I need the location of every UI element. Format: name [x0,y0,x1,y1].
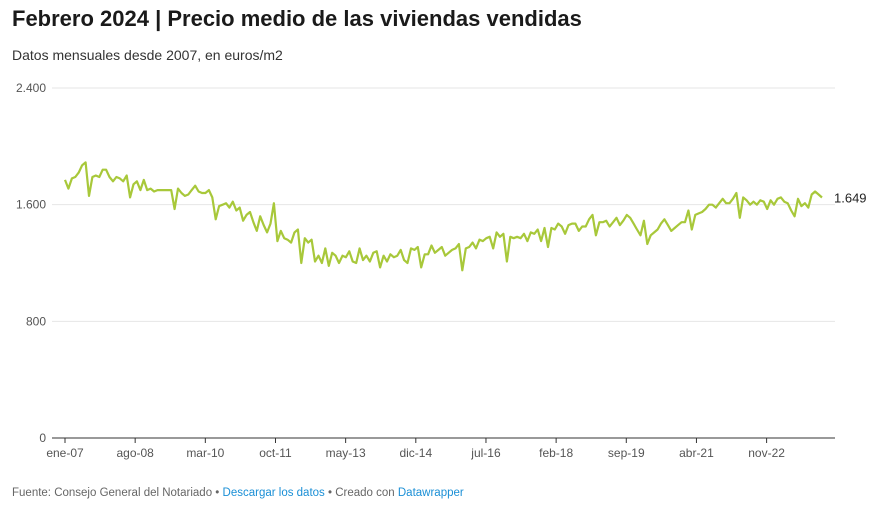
x-tick-label: ago-08 [116,446,154,460]
footer-separator-2: • [324,487,336,499]
download-data-link[interactable]: Descargar los datos [222,487,325,499]
series-line-precio-medio [63,161,823,272]
x-tick-label: nov-22 [748,446,785,460]
datawrapper-link[interactable]: Datawrapper [397,487,464,499]
x-tick-label: jul-16 [470,446,501,460]
footer-source: Fuente: Consejo General del Notariado [12,487,213,499]
x-tick-label: may-13 [326,446,366,460]
y-tick-label: 0 [39,431,46,445]
last-value-label: 1.649 [834,191,867,206]
x-tick-label: abr-21 [679,446,714,460]
x-tick-label: sep-19 [608,446,645,460]
x-tick-label: ene-07 [46,446,84,460]
y-axis-tick-labels: 0 800 1.600 2.400 [16,81,46,445]
footer-created-with: Creado con [335,487,398,499]
y-tick-label: 1.600 [16,198,46,212]
x-axis-tick-labels: ene-07 ago-08 mar-10 oct-11 may-13 dic-14 jul-… [46,438,785,460]
x-tick-label: mar-10 [186,446,224,460]
footer: Fuente: Consejo General del Notariado • … [12,487,464,499]
line-chart: 0 800 1.600 2.400 ene-07 ago-08 mar-10 oct-11 m… [16,81,867,460]
chart-title: Febrero 2024 | Precio medio de las vivie… [12,6,582,31]
y-tick-label: 800 [26,314,46,328]
footer-separator: • [212,487,223,499]
x-tick-label: oct-11 [259,446,292,460]
x-tick-label: feb-18 [539,446,573,460]
grid-lines [52,87,835,322]
y-tick-label: 2.400 [16,81,46,95]
chart-subtitle: Datos mensuales desde 2007, en euros/m2 [12,47,283,63]
x-tick-label: dic-14 [399,446,432,460]
